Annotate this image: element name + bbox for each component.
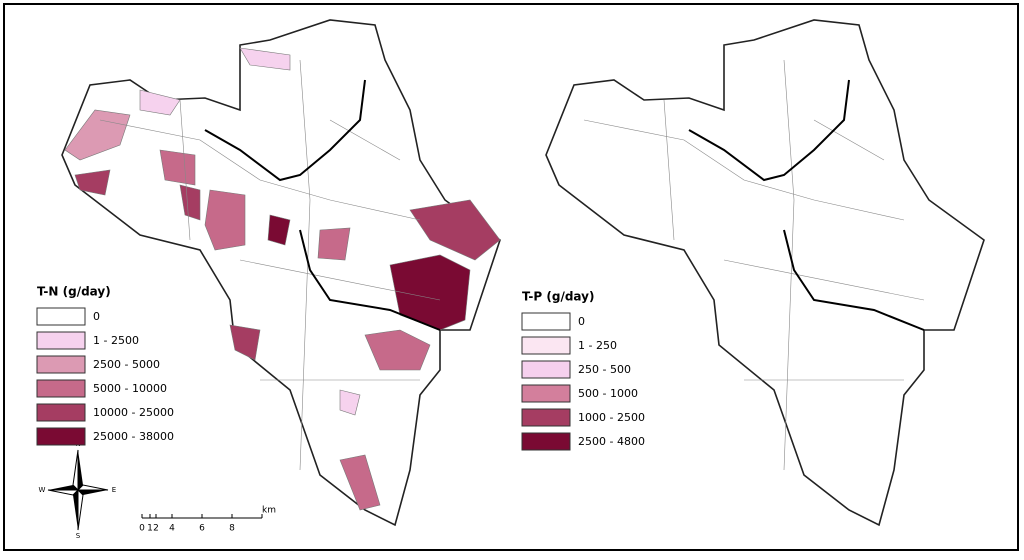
district: [159, 149, 196, 186]
legend-swatch: [36, 379, 86, 398]
district: [364, 329, 431, 371]
district: [74, 169, 111, 196]
legend-label: 25000 - 38000: [93, 430, 174, 443]
legend-label: 2500 - 5000: [93, 358, 160, 371]
legend-swatch: [521, 312, 571, 331]
legend-swatch: [521, 432, 571, 451]
legend-label: 2500 - 4800: [578, 435, 645, 448]
scale-label: 2: [153, 524, 159, 534]
compass-e: E: [112, 486, 116, 494]
legend-label: 0: [578, 315, 585, 328]
legend-label: 1 - 2500: [93, 334, 139, 347]
district: [339, 454, 381, 511]
map-outline: [545, 19, 985, 527]
map: [61, 19, 501, 527]
legend-label: 10000 - 25000: [93, 406, 174, 419]
legend-swatch: [521, 360, 571, 379]
legend-label: 5000 - 10000: [93, 382, 167, 395]
legend-title: T-N (g/day): [37, 285, 111, 299]
compass: N E S W: [39, 440, 117, 540]
scale-label: 4: [169, 524, 175, 534]
scale-label: 6: [199, 524, 205, 534]
legend-swatch: [36, 403, 86, 422]
district: [239, 47, 291, 71]
legend-swatch: [36, 355, 86, 374]
district: [229, 324, 261, 361]
river: [688, 79, 925, 331]
scale-unit: km: [262, 506, 276, 516]
scale-label: 1: [147, 524, 153, 534]
scale-label: 8: [229, 524, 235, 534]
legend-swatch: [521, 408, 571, 427]
legend-label: 0: [93, 310, 100, 323]
legend-swatch: [521, 336, 571, 355]
compass-s: S: [76, 532, 81, 540]
legend-swatch: [36, 307, 86, 326]
map: [545, 19, 985, 527]
legend-swatch: [521, 384, 571, 403]
legend-title: T-P (g/day): [522, 290, 594, 304]
legend-swatch: [36, 427, 86, 446]
district: [139, 89, 181, 116]
district: [267, 214, 291, 246]
district-borders: [583, 59, 925, 471]
scale-label: 0: [139, 524, 145, 534]
district: [409, 199, 501, 261]
district-borders: [99, 59, 441, 471]
legend-label: 500 - 1000: [578, 387, 638, 400]
district: [179, 184, 201, 221]
district: [317, 227, 351, 261]
legend-label: 1 - 250: [578, 339, 617, 352]
compass-w: W: [39, 486, 46, 494]
legend-label: 1000 - 2500: [578, 411, 645, 424]
legend-label: 250 - 500: [578, 363, 631, 376]
district: [339, 389, 361, 416]
legend-swatch: [36, 331, 86, 350]
river: [204, 79, 441, 331]
district: [204, 189, 246, 251]
